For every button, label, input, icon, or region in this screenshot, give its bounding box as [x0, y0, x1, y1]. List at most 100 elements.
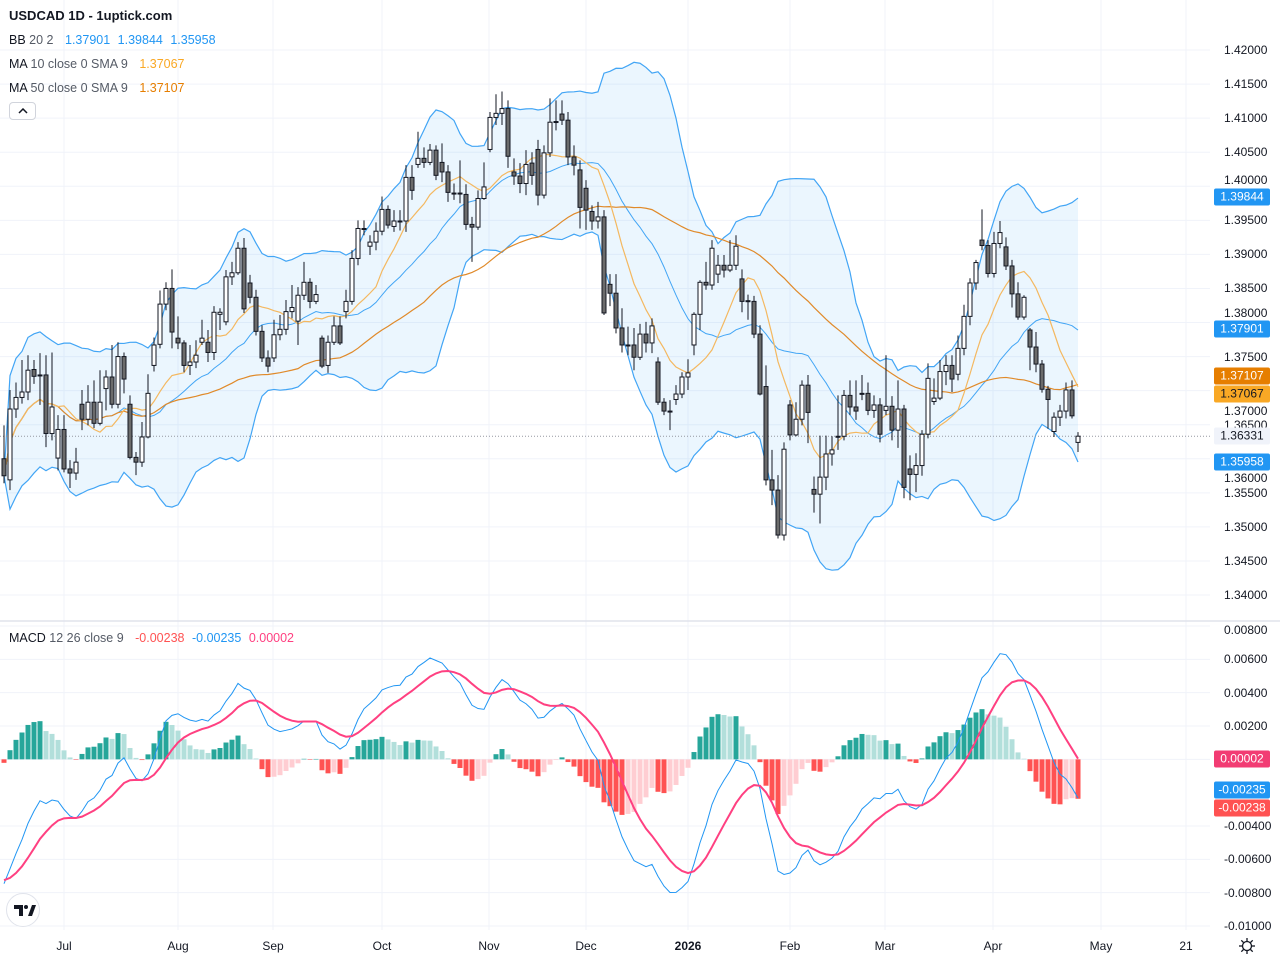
- candle-body: [583, 187, 589, 211]
- candle-body: [283, 311, 289, 330]
- macd-histogram-bar: [787, 759, 793, 796]
- candle: [625, 326, 631, 356]
- macd-histogram-bar: [61, 750, 67, 760]
- candle-body: [451, 192, 457, 195]
- collapse-legend-button[interactable]: [9, 102, 36, 120]
- macd-badge: -0.00238: [1214, 799, 1270, 817]
- macd-histogram-bar: [253, 758, 259, 760]
- candle-body: [217, 311, 223, 315]
- candle-body: [343, 300, 349, 313]
- macd-histogram-bar: [475, 759, 481, 780]
- ma50-line: [3, 205, 1079, 476]
- bollinger-upper-line: [3, 61, 1079, 476]
- candle-body: [829, 449, 835, 455]
- candle-body: [733, 245, 739, 266]
- macd-histogram-bar: [571, 759, 577, 767]
- candle-body: [475, 198, 481, 228]
- time-axis-label: Aug: [167, 939, 189, 953]
- candle-body: [985, 245, 991, 274]
- candle-body: [91, 401, 97, 424]
- candle: [331, 316, 337, 345]
- candle-body: [115, 356, 121, 405]
- macd-histogram-bar: [691, 752, 697, 760]
- candle-body: [7, 408, 13, 481]
- macd-histogram-bar: [1021, 758, 1027, 760]
- macd-histogram-bar: [241, 744, 247, 760]
- macd-histogram-bar: [481, 759, 487, 776]
- candle-body: [271, 334, 277, 359]
- candle-body: [763, 386, 769, 481]
- candle: [1075, 432, 1081, 452]
- candle: [535, 139, 541, 206]
- candle-body: [85, 401, 91, 420]
- candle-body: [943, 364, 949, 373]
- macd-axis-label: 0.00600: [1224, 652, 1268, 667]
- macd-histogram-bar: [637, 759, 643, 804]
- candle: [655, 357, 661, 405]
- macd-histogram-bar: [37, 721, 43, 760]
- legend-ma50[interactable]: MA 50 close 0 SMA 9 1.37107: [9, 81, 185, 95]
- candle-body: [247, 282, 253, 298]
- macd-histogram-bar: [829, 759, 835, 763]
- macd-axis-label: 0.00800: [1224, 623, 1268, 637]
- candle: [961, 304, 967, 356]
- macd-histogram-bar: [763, 759, 769, 786]
- candle: [541, 145, 547, 199]
- tradingview-logo[interactable]: [6, 893, 40, 927]
- legend-bb-upper: 1.39844: [117, 33, 163, 47]
- candle-body: [673, 393, 679, 400]
- candle-body: [505, 108, 511, 157]
- macd-histogram-bar: [163, 721, 169, 760]
- candle-body: [1045, 388, 1051, 400]
- macd-histogram-bar: [319, 759, 325, 771]
- candle: [553, 100, 559, 131]
- legend-macd-name: MACD: [9, 631, 46, 645]
- macd-histogram-bar: [1069, 759, 1075, 799]
- candle-body: [361, 227, 367, 230]
- candle-body: [781, 448, 787, 536]
- candle-body: [1075, 435, 1081, 443]
- legend-ma10[interactable]: MA 10 close 0 SMA 9 1.37067: [9, 57, 185, 71]
- macd-histogram-bar: [793, 759, 799, 784]
- macd-histogram-bar: [649, 759, 655, 788]
- candle: [517, 163, 523, 194]
- candle: [235, 242, 241, 275]
- candle: [163, 282, 169, 311]
- candle-body: [67, 468, 73, 474]
- candle: [799, 380, 805, 426]
- legend-macd[interactable]: MACD 12 26 close 9 -0.00238 -0.00235 0.0…: [9, 631, 294, 645]
- candle-body: [133, 456, 139, 463]
- price-axis-label: 1.37500: [1224, 349, 1268, 364]
- legend-bb[interactable]: BB 20 2 1.37901 1.39844 1.35958: [9, 33, 216, 47]
- candle: [475, 190, 481, 230]
- candle: [295, 287, 301, 345]
- macd-histogram-bar: [145, 754, 151, 760]
- candle: [445, 165, 451, 202]
- macd-histogram-bar: [625, 759, 631, 814]
- candle-body: [997, 232, 1003, 244]
- candle-body: [229, 272, 235, 278]
- macd-histogram-bar: [367, 739, 373, 760]
- macd-axis-label: -0.00600: [1224, 852, 1272, 867]
- candle-body: [301, 281, 307, 296]
- macd-histogram-bar: [175, 730, 181, 760]
- macd-histogram-bar: [427, 740, 433, 760]
- candle-body: [757, 333, 763, 395]
- candle: [685, 359, 691, 390]
- macd-histogram-bar: [961, 724, 967, 760]
- candle-body: [277, 328, 283, 336]
- candle-body: [223, 276, 229, 323]
- candle-body: [877, 404, 883, 435]
- candle-body: [703, 281, 709, 286]
- macd-histogram-bar: [361, 740, 367, 760]
- macd-histogram-bar: [589, 759, 595, 787]
- candle: [301, 261, 307, 301]
- candle-body: [535, 148, 541, 196]
- candle-body: [1015, 293, 1021, 318]
- candle-body: [367, 241, 373, 247]
- macd-histogram-bar: [115, 733, 121, 760]
- legend-ma10-value: 1.37067: [139, 57, 185, 71]
- macd-histogram-bar: [835, 756, 841, 760]
- settings-button[interactable]: [1238, 937, 1256, 955]
